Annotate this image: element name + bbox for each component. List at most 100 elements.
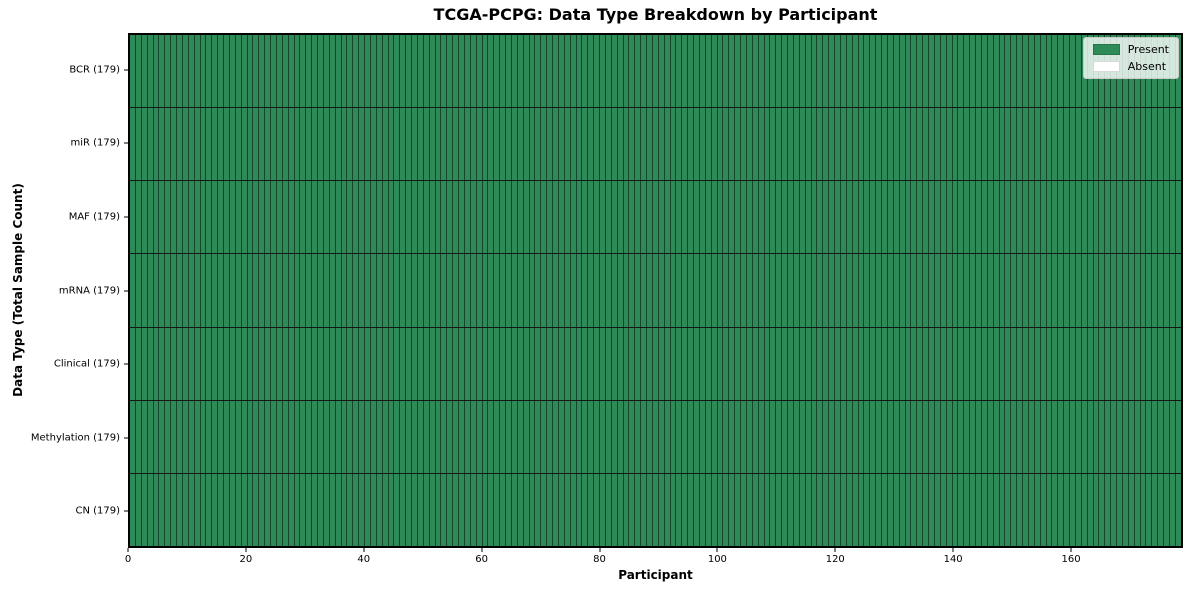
heatmap-cell xyxy=(600,327,606,400)
heatmap-cell xyxy=(1146,473,1153,546)
heatmap-cell xyxy=(829,473,835,546)
heatmap-cell xyxy=(752,35,759,108)
heatmap-cell xyxy=(987,35,994,108)
heatmap-cell xyxy=(823,181,830,254)
heatmap-cell xyxy=(1034,473,1041,546)
heatmap-cell xyxy=(147,181,154,254)
heatmap-cell xyxy=(1122,473,1129,546)
heatmap-cell xyxy=(676,327,683,400)
heatmap-cell xyxy=(406,473,412,546)
heatmap-cell xyxy=(635,35,642,108)
heatmap-cell xyxy=(388,254,395,327)
heatmap-cell xyxy=(934,35,941,108)
heatmap-cell xyxy=(940,35,947,108)
heatmap-cell xyxy=(423,400,430,473)
heatmap-cell xyxy=(623,108,630,181)
y-tick-label-clinical: Clinical (179) xyxy=(53,358,120,370)
heatmap-cell xyxy=(412,35,418,108)
heatmap-cell xyxy=(429,108,436,181)
heatmap-cell xyxy=(382,473,389,546)
heatmap-cell xyxy=(641,400,647,473)
heatmap-cell xyxy=(224,108,230,181)
heatmap-cell xyxy=(946,254,953,327)
heatmap-cell xyxy=(1005,473,1012,546)
heatmap-cell xyxy=(476,108,483,181)
heatmap-cell xyxy=(359,327,365,400)
heatmap-cell xyxy=(705,473,712,546)
heatmap-cell xyxy=(811,35,818,108)
heatmap-cell xyxy=(1128,181,1135,254)
heatmap-cell xyxy=(1046,327,1053,400)
heatmap-cell xyxy=(940,181,947,254)
heatmap-cell xyxy=(159,35,166,108)
heatmap-cell xyxy=(811,108,818,181)
heatmap-cell xyxy=(1175,181,1181,254)
heatmap-cell xyxy=(870,400,877,473)
heatmap-cell xyxy=(929,254,935,327)
heatmap-cell xyxy=(1128,473,1135,546)
heatmap-cell xyxy=(1146,400,1153,473)
x-axis-tick-labels: 0 20 40 60 80 100 120 140 160 xyxy=(125,554,1183,568)
heatmap-cell xyxy=(435,35,442,108)
heatmap-cell xyxy=(300,327,307,400)
heatmap-cell xyxy=(940,473,947,546)
heatmap-cell xyxy=(558,473,565,546)
heatmap-cell xyxy=(318,327,324,400)
heatmap-cell xyxy=(746,35,753,108)
heatmap-cell xyxy=(934,108,941,181)
heatmap-cell xyxy=(300,400,307,473)
heatmap-cell xyxy=(312,254,318,327)
heatmap-cell xyxy=(1028,327,1035,400)
heatmap-cell xyxy=(447,35,454,108)
heatmap-cell xyxy=(535,108,542,181)
heatmap-cell xyxy=(611,181,618,254)
heatmap-cell xyxy=(600,108,606,181)
heatmap-cell xyxy=(858,473,865,546)
heatmap-cell xyxy=(400,327,407,400)
heatmap-cell xyxy=(1134,400,1141,473)
heatmap-cell xyxy=(517,473,524,546)
heatmap-cell xyxy=(171,400,177,473)
heatmap-cell xyxy=(917,181,924,254)
heatmap-cell xyxy=(306,181,313,254)
heatmap-cell xyxy=(382,108,389,181)
heatmap-cell xyxy=(229,35,236,108)
heatmap-cell xyxy=(870,327,877,400)
heatmap-cell xyxy=(858,181,865,254)
y-tick-label-maf: MAF (179) xyxy=(68,211,120,223)
heatmap-cell xyxy=(1122,181,1129,254)
heatmap-cell xyxy=(417,327,424,400)
heatmap-cell xyxy=(511,181,518,254)
heatmap-cell xyxy=(799,400,806,473)
heatmap-cell xyxy=(1034,108,1041,181)
heatmap-cell xyxy=(1081,473,1088,546)
heatmap-cell xyxy=(341,473,348,546)
heatmap-cell xyxy=(182,181,189,254)
heatmap-cell xyxy=(1040,400,1047,473)
heatmap-cell xyxy=(535,181,542,254)
heatmap-cell xyxy=(1040,473,1047,546)
heatmap-cell xyxy=(999,400,1006,473)
heatmap-cell xyxy=(529,400,536,473)
heatmap-cell xyxy=(365,108,371,181)
x-axis-title: Participant xyxy=(618,568,693,582)
heatmap-cell xyxy=(500,181,506,254)
heatmap-cell xyxy=(999,254,1006,327)
heatmap-cell xyxy=(987,400,994,473)
heatmap-cell xyxy=(705,327,712,400)
heatmap-cell xyxy=(506,254,512,327)
heatmap-cell xyxy=(623,35,630,108)
heatmap-cell xyxy=(276,327,283,400)
heatmap-cell xyxy=(218,400,224,473)
heatmap-cell xyxy=(494,35,501,108)
heatmap-cell xyxy=(617,254,624,327)
heatmap-cell xyxy=(670,400,677,473)
heatmap-cell xyxy=(776,473,783,546)
heatmap-cell xyxy=(130,108,136,181)
heatmap-cell xyxy=(641,473,647,546)
heatmap-cell xyxy=(229,254,236,327)
heatmap-cell xyxy=(1034,400,1041,473)
heatmap-cell xyxy=(970,327,976,400)
heatmap-cell xyxy=(276,473,283,546)
heatmap-cell xyxy=(482,254,489,327)
